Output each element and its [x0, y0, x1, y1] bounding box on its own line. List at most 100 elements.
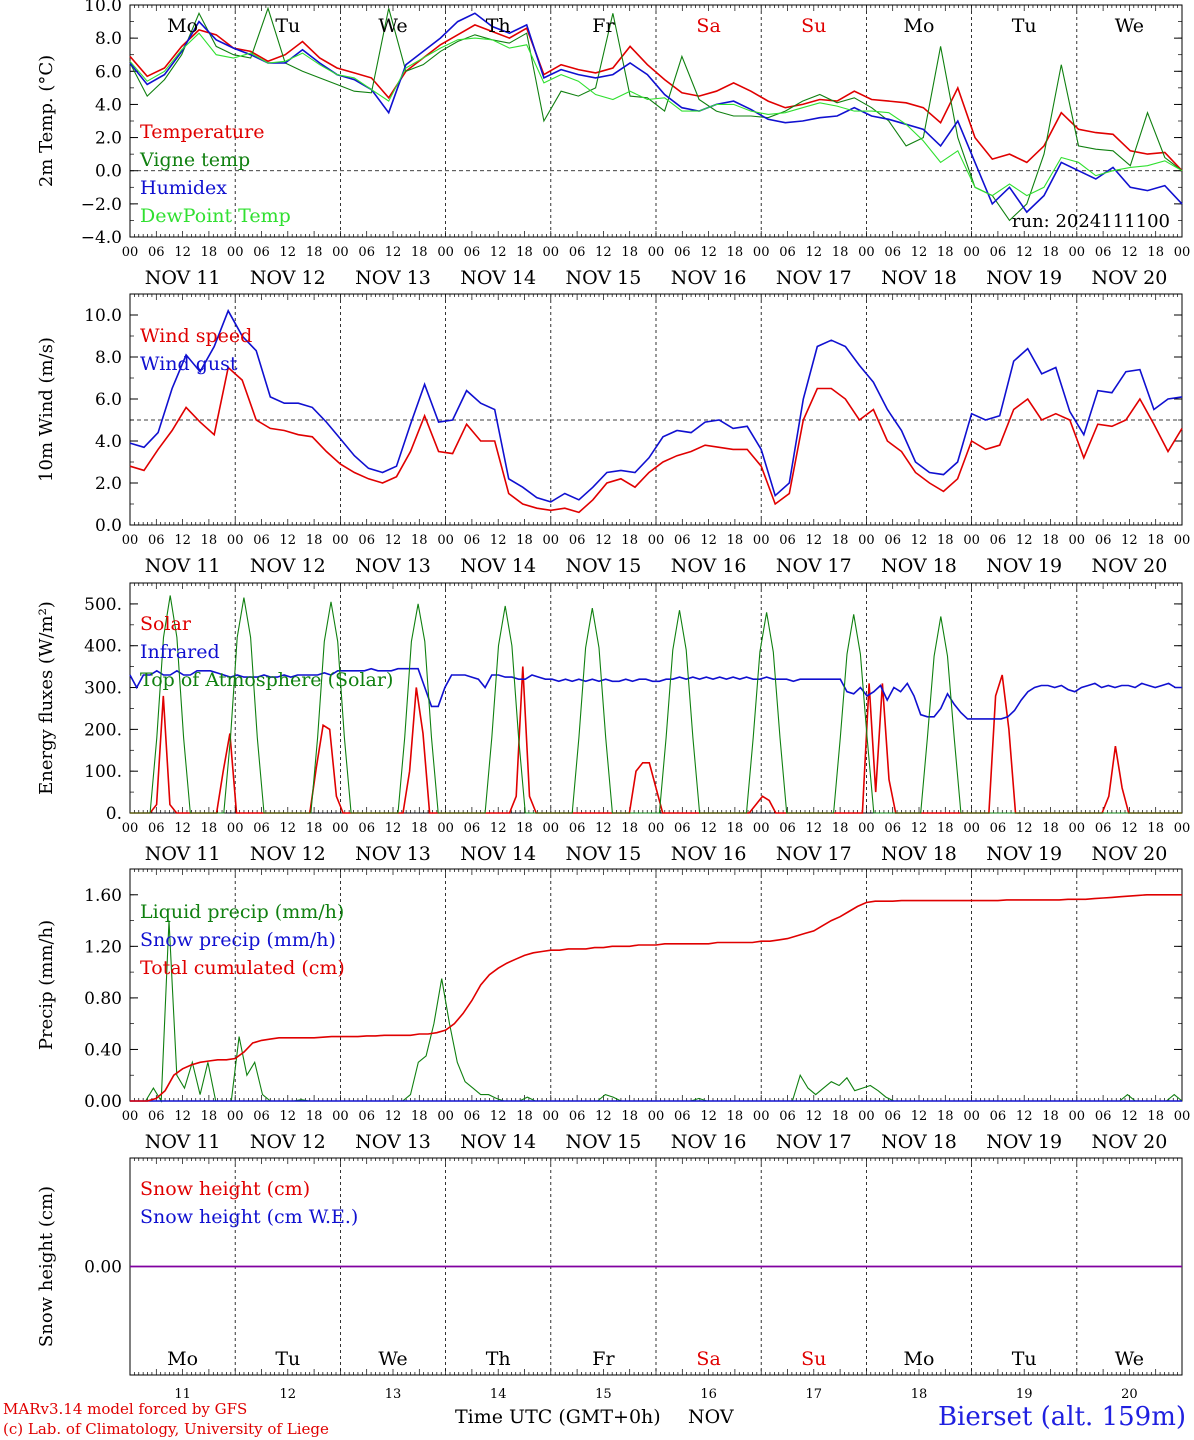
hour-label: 00	[437, 821, 454, 836]
hour-label: 06	[148, 245, 165, 260]
hour-label: 00	[648, 821, 665, 836]
y-tick-label: 100.	[84, 762, 122, 782]
hour-label: 18	[621, 1109, 638, 1124]
hour-label: 12	[385, 821, 402, 836]
hour-label: 00	[332, 1109, 349, 1124]
panel-3: 0. 100. 200. 300. 400. 500. Energy fluxes (W/m…	[36, 582, 1191, 865]
hour-label: 18	[832, 533, 849, 548]
hour-label: 18	[306, 245, 323, 260]
hour-label: 12	[806, 1109, 823, 1124]
hour-label: 06	[990, 245, 1007, 260]
hour-label: 00	[227, 533, 244, 548]
date-label: NOV 17	[776, 555, 852, 577]
date-label: NOV 11	[145, 267, 221, 289]
hour-label: 18	[516, 533, 533, 548]
hour-label: 18	[306, 1109, 323, 1124]
y-axis-label: 2m Temp. (°C)	[36, 55, 57, 187]
series-line	[129, 12, 1183, 214]
hour-label: 00	[1069, 821, 1086, 836]
hour-label: 06	[569, 1109, 586, 1124]
day-name: Sa	[696, 15, 720, 37]
y-axis-label: Snow height (cm)	[36, 1186, 57, 1347]
date-label: NOV 13	[355, 555, 431, 577]
hour-label: 06	[779, 821, 796, 836]
day-name: We	[1115, 15, 1144, 37]
hour-label: 18	[411, 821, 428, 836]
hour-label: 18	[727, 245, 744, 260]
y-axis-label: Energy fluxes (W/m²)	[36, 601, 57, 795]
legend-entry: Vigne temp	[139, 149, 250, 171]
date-label: NOV 20	[1091, 843, 1167, 865]
legend-entry: Infrared	[140, 641, 220, 663]
y-tick-label: −2.0	[81, 195, 122, 215]
date-label: NOV 15	[565, 267, 641, 289]
date-label: NOV 12	[250, 1131, 326, 1153]
model-credit: MARv3.14 model forced by GFS	[3, 1400, 248, 1418]
hour-label: 12	[1016, 1109, 1033, 1124]
hour-label: 18	[1147, 245, 1164, 260]
hour-label: 00	[122, 245, 139, 260]
y-axis-label: Precip (mm/h)	[36, 920, 57, 1050]
hour-label: 18	[306, 533, 323, 548]
date-label: NOV 19	[986, 843, 1062, 865]
date-label: NOV 16	[671, 267, 747, 289]
date-label: NOV 17	[776, 267, 852, 289]
hour-label: 00	[227, 821, 244, 836]
date-label: NOV 11	[145, 843, 221, 865]
hour-label: 06	[464, 533, 481, 548]
day-number: 12	[280, 1387, 297, 1402]
hour-label: 12	[385, 533, 402, 548]
hour-label: 06	[884, 533, 901, 548]
hour-label: 12	[174, 821, 191, 836]
hour-label: 06	[990, 821, 1007, 836]
hour-label: 00	[1174, 821, 1191, 836]
hour-label: 06	[674, 533, 691, 548]
hour-label: 00	[648, 245, 665, 260]
day-number: 15	[595, 1387, 612, 1402]
hour-label: 06	[1095, 533, 1112, 548]
hour-label: 12	[911, 821, 928, 836]
legend-entry: Wind speed	[140, 325, 252, 347]
hour-label: 18	[621, 245, 638, 260]
day-name: Su	[801, 1348, 826, 1370]
x-axis-title: Time UTC (GMT+0h)	[455, 1406, 661, 1428]
hour-label: 18	[516, 1109, 533, 1124]
y-tick-label: 0.0	[95, 162, 122, 182]
hour-label: 06	[674, 1109, 691, 1124]
hour-label: 00	[437, 1109, 454, 1124]
hour-label: 12	[490, 533, 507, 548]
day-name: Fr	[592, 15, 615, 37]
hour-label: 06	[464, 1109, 481, 1124]
hour-label: 00	[963, 821, 980, 836]
date-label: NOV 19	[986, 555, 1062, 577]
hour-label: 00	[437, 533, 454, 548]
y-tick-label: 4.0	[95, 95, 122, 115]
hour-label: 18	[306, 821, 323, 836]
legend-entry: DewPoint Temp	[140, 205, 291, 227]
hour-label: 12	[806, 533, 823, 548]
hour-label: 00	[543, 245, 560, 260]
y-tick-label: 0.00	[84, 1092, 122, 1112]
hour-label: 18	[411, 245, 428, 260]
day-name: We	[378, 1348, 407, 1370]
hour-label: 18	[1042, 245, 1059, 260]
hour-label: 00	[1174, 533, 1191, 548]
y-tick-label: 6.0	[95, 62, 122, 82]
y-tick-label: 300.	[84, 679, 122, 699]
hour-label: 06	[358, 533, 375, 548]
hour-label: 12	[1016, 245, 1033, 260]
date-label: NOV 14	[460, 1131, 536, 1153]
day-number: 14	[490, 1387, 507, 1402]
y-tick-label: 2.0	[95, 129, 122, 149]
day-name: Tu	[1012, 15, 1037, 37]
hour-label: 00	[543, 1109, 560, 1124]
hour-label: 18	[201, 1109, 218, 1124]
date-label: NOV 14	[460, 555, 536, 577]
date-label: NOV 15	[565, 1131, 641, 1153]
hour-label: 12	[1016, 533, 1033, 548]
hour-label: 00	[1069, 1109, 1086, 1124]
legend-entry: Wind gust	[140, 353, 238, 375]
hour-label: 06	[884, 245, 901, 260]
hour-label: 12	[806, 245, 823, 260]
date-label: NOV 20	[1091, 267, 1167, 289]
